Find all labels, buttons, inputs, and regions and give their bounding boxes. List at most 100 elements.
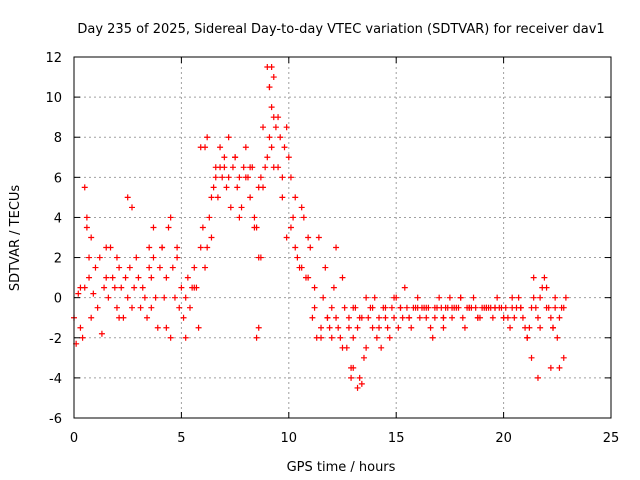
x-tick-label: 5 [177, 431, 185, 446]
data-point-marker [324, 314, 331, 321]
data-point-marker [507, 324, 514, 331]
data-point-marker [156, 264, 163, 271]
data-point-marker [96, 254, 103, 261]
y-tick-label: -4 [49, 372, 62, 387]
data-point-marker [401, 284, 408, 291]
data-point-marker [251, 214, 258, 221]
x-tick-label: 10 [281, 431, 298, 446]
data-point-marker [174, 254, 181, 261]
data-point-marker [197, 244, 204, 251]
data-point-marker [547, 364, 554, 371]
data-point-marker [414, 294, 421, 301]
data-point-marker [283, 234, 290, 241]
data-point-marker [320, 294, 327, 301]
data-point-marker [494, 294, 501, 301]
data-point-marker [391, 314, 398, 321]
data-point-marker [171, 294, 178, 301]
data-point-marker [431, 304, 438, 311]
data-point-marker [122, 274, 129, 281]
data-point-marker [556, 314, 563, 321]
data-point-marker [519, 314, 526, 321]
data-point-marker [449, 304, 456, 311]
data-point-marker [148, 274, 155, 281]
data-point-marker [530, 274, 537, 281]
data-point-marker [227, 204, 234, 211]
data-point-marker [534, 314, 541, 321]
data-point-marker [354, 384, 361, 391]
data-point-marker [105, 294, 112, 301]
data-point-marker [455, 304, 462, 311]
data-point-marker [146, 244, 153, 251]
data-point-marker [406, 314, 413, 321]
data-point-marker [165, 224, 172, 231]
data-point-marker [395, 324, 402, 331]
y-tick-label: -2 [49, 332, 62, 347]
data-point-marker [202, 264, 209, 271]
data-point-marker [440, 314, 447, 321]
data-point-marker [459, 314, 466, 321]
data-point-marker [388, 304, 395, 311]
data-point-marker [236, 214, 243, 221]
data-point-marker [257, 174, 264, 181]
data-point-marker [292, 194, 299, 201]
data-point-marker [116, 314, 123, 321]
data-point-marker [131, 284, 138, 291]
data-point-marker [236, 174, 243, 181]
data-point-marker [537, 294, 544, 301]
data-point-marker [88, 234, 95, 241]
data-point-marker [397, 304, 404, 311]
data-point-marker [333, 244, 340, 251]
data-point-marker [354, 324, 361, 331]
data-point-marker [328, 334, 335, 341]
data-point-marker [524, 334, 531, 341]
data-point-marker [79, 334, 86, 341]
data-point-marker [83, 214, 90, 221]
y-tick-label: 8 [54, 131, 62, 146]
x-tick-label: 15 [388, 431, 405, 446]
data-point-marker [275, 164, 282, 171]
data-point-marker [356, 374, 363, 381]
data-point-marker [268, 144, 275, 151]
data-point-marker [81, 184, 88, 191]
data-point-marker [234, 184, 241, 191]
data-point-marker [363, 294, 370, 301]
data-point-marker [335, 324, 342, 331]
data-point-marker [148, 304, 155, 311]
data-point-marker [369, 324, 376, 331]
data-point-marker [474, 314, 481, 321]
data-point-marker [318, 324, 325, 331]
data-point-marker [358, 380, 365, 387]
data-point-marker [219, 174, 226, 181]
data-point-marker [560, 304, 567, 311]
data-point-marker [225, 134, 232, 141]
data-point-marker [163, 324, 170, 331]
data-point-marker [345, 324, 352, 331]
data-point-marker [103, 274, 110, 281]
data-point-marker [174, 244, 181, 251]
data-point-marker [137, 304, 144, 311]
data-point-marker [154, 324, 161, 331]
data-point-marker [113, 304, 120, 311]
data-point-marker [126, 264, 133, 271]
data-point-marker [118, 284, 125, 291]
data-point-marker [483, 304, 490, 311]
data-point-marker [376, 324, 383, 331]
data-point-marker [98, 330, 105, 337]
data-point-marker [264, 154, 271, 161]
tick-labels: 0 5 10 15 20 25 -6 -4 -2 0 2 4 6 8 10 12 [45, 51, 619, 446]
data-point-marker [360, 354, 367, 361]
data-point-marker [345, 314, 352, 321]
data-point-marker [223, 184, 230, 191]
data-point-marker [391, 294, 398, 301]
data-point-marker [144, 314, 151, 321]
data-point-marker [560, 354, 567, 361]
data-point-marker [543, 284, 550, 291]
data-point-marker [240, 164, 247, 171]
data-point-marker [176, 304, 183, 311]
data-point-marker [229, 164, 236, 171]
data-point-marker [150, 254, 157, 261]
data-point-marker [509, 294, 516, 301]
data-point-marker [337, 334, 344, 341]
data-point-marker [217, 144, 224, 151]
data-point-marker [318, 334, 325, 341]
